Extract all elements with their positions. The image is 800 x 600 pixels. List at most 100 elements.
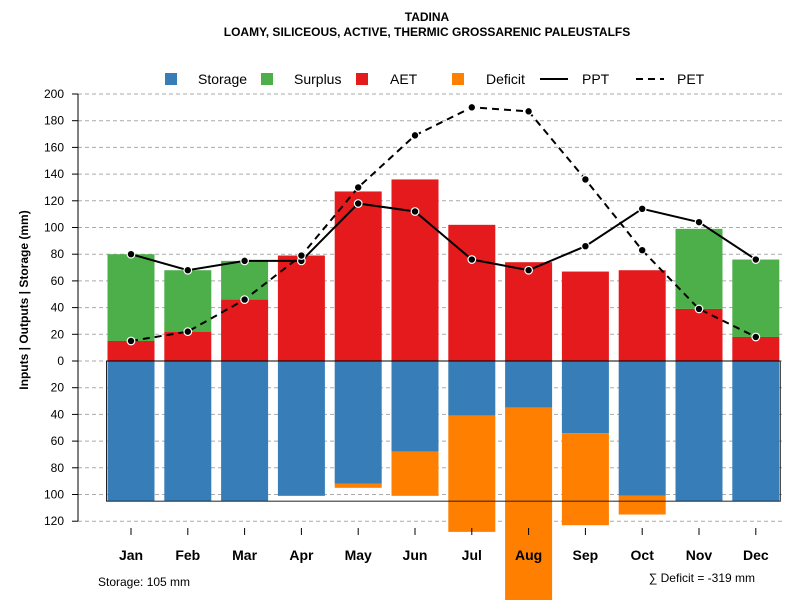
pet-point [467, 102, 477, 112]
pet-point [524, 106, 533, 116]
legend-label-surplus: Surplus [294, 71, 341, 87]
aet-bar [221, 299, 269, 361]
chart-subtitle: LOAMY, SILICEOUS, ACTIVE, THERMIC GROSSA… [224, 25, 630, 39]
lines [126, 102, 761, 346]
deficit-bar [391, 451, 439, 496]
storage-bar [561, 361, 609, 434]
storage-bar [675, 361, 723, 502]
x-tick-label-oct: Oct [631, 547, 655, 563]
y-tick-label: 40 [51, 301, 65, 315]
y-tick-label: 100 [44, 488, 64, 502]
x-tick-label-jun: Jun [403, 547, 428, 563]
y-tick-label: 120 [44, 514, 64, 528]
storage-bar [107, 361, 155, 502]
legend-label-aet: AET [390, 71, 418, 87]
axes: 2001801601401201008060402002040608010012… [44, 87, 769, 563]
y-tick-label: 0 [57, 354, 64, 368]
x-tick-label-nov: Nov [686, 547, 713, 563]
legend-label-ppt: PPT [582, 71, 610, 87]
surplus-bar [221, 260, 269, 300]
storage-bar [221, 361, 269, 502]
legend-label-pet: PET [677, 71, 705, 87]
aet-bar [505, 262, 553, 361]
storage-bar [391, 361, 439, 452]
pet-point [183, 327, 193, 337]
deficit-bar [448, 415, 496, 532]
y-tick-label: 200 [44, 87, 64, 101]
deficit-total: ∑ Deficit = -319 mm [649, 571, 755, 585]
storage-bar [732, 361, 780, 502]
x-tick-label-apr: Apr [289, 547, 314, 563]
y-tick-label: 180 [44, 114, 64, 128]
storage-bar [277, 361, 325, 496]
surplus-bar [164, 270, 212, 332]
deficit-bar [618, 495, 666, 515]
x-tick-label-feb: Feb [175, 547, 200, 563]
ppt-point [637, 204, 647, 214]
storage-bar [334, 361, 382, 484]
deficit-bar [561, 433, 609, 526]
y-tick-label: 60 [51, 434, 65, 448]
x-tick-label-aug: Aug [515, 547, 542, 563]
pet-point [410, 130, 420, 140]
pet-point [751, 332, 761, 342]
deficit-bar [334, 483, 382, 488]
surplus-bar [732, 259, 780, 337]
aet-bar [391, 179, 439, 361]
aet-bar [618, 270, 666, 361]
pet-point [240, 295, 250, 304]
pet-point [353, 183, 363, 192]
pet-point [694, 304, 704, 314]
pet-point [637, 245, 647, 255]
ppt-point [581, 241, 590, 251]
aet-bar [164, 331, 212, 361]
pet-line [130, 106, 757, 342]
aet-bar [277, 255, 325, 361]
surplus-bar [675, 228, 723, 309]
aet-bar [107, 340, 155, 361]
ppt-line [130, 202, 757, 272]
ppt-point [467, 255, 477, 264]
legend-label-deficit: Deficit [486, 71, 525, 87]
x-tick-label-jan: Jan [119, 547, 143, 563]
storage-bar [505, 361, 553, 408]
x-tick-label-mar: Mar [232, 547, 257, 563]
ppt-point [353, 199, 363, 208]
x-tick-label-dec: Dec [743, 547, 769, 563]
y-tick-label: 100 [44, 221, 64, 235]
y-tick-label: 80 [51, 461, 65, 475]
storage-bar [448, 361, 496, 416]
legend-swatch-aet [356, 73, 368, 85]
legend-label-storage: Storage [198, 71, 247, 87]
x-tick-label-sep: Sep [573, 547, 599, 563]
y-tick-label: 20 [51, 327, 65, 341]
y-tick-label: 120 [44, 194, 64, 208]
y-tick-label: 140 [44, 167, 64, 181]
storage-bar [164, 361, 212, 502]
overlay [106, 360, 781, 502]
storage-bar [618, 361, 666, 496]
legend-swatch-deficit [452, 73, 464, 85]
ppt-point [183, 265, 193, 275]
ppt-point [524, 265, 533, 275]
legend-swatch-surplus [261, 73, 273, 85]
ppt-point [410, 207, 420, 216]
legend-swatch-storage [165, 73, 177, 85]
ppt-point [240, 256, 250, 266]
legend: Storage Surplus AET Deficit PPT PET [165, 71, 705, 87]
y-tick-label: 20 [51, 381, 65, 395]
aet-bar [561, 271, 609, 361]
y-tick-label: 60 [51, 274, 65, 288]
ppt-point [126, 249, 136, 259]
x-tick-label-jul: Jul [462, 547, 482, 563]
storage-note: Storage: 105 mm [98, 575, 190, 589]
aet-bar [334, 191, 382, 361]
pet-point [297, 251, 306, 260]
ppt-point [694, 217, 704, 227]
y-tick-label: 160 [44, 140, 64, 154]
y-axis-label: Inputs | Outputs | Storage (mm) [17, 210, 31, 389]
pet-point [581, 175, 590, 184]
pet-point [126, 336, 136, 346]
ppt-point [751, 255, 761, 264]
y-tick-label: 80 [51, 247, 65, 261]
